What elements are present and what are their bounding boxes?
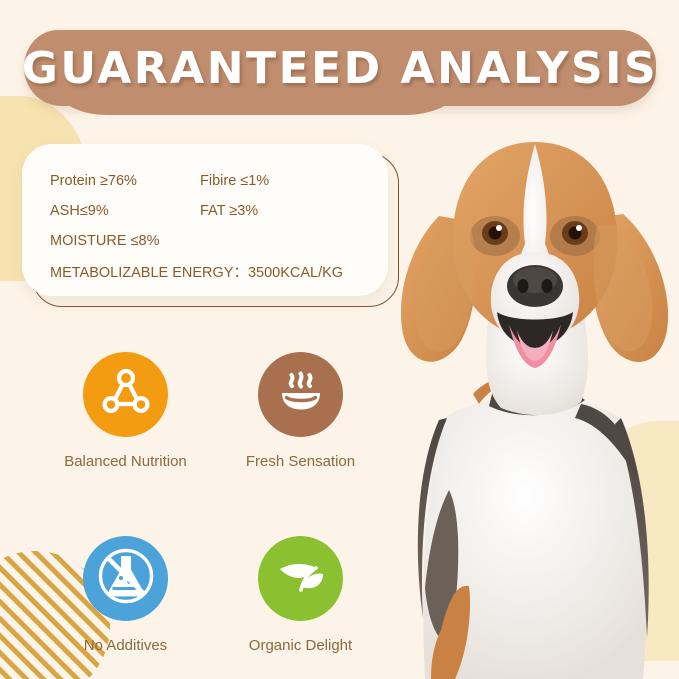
analysis-metabolizable-energy: METABOLIZABLE ENERGY：3500KCAL/KG	[50, 264, 344, 281]
feature-row-gap	[38, 470, 388, 536]
feature-icon-circle	[83, 352, 168, 437]
page-title: GUARANTEED ANALYSIS	[21, 42, 659, 94]
analysis-row: METABOLIZABLE ENERGY：3500KCAL/KG	[22, 256, 388, 286]
feature-icon-circle	[83, 536, 168, 621]
analysis-row: MOISTURE ≤8%	[22, 226, 388, 256]
feature-label: Organic Delight	[248, 637, 353, 654]
molecule-triangle-icon	[99, 365, 153, 424]
feature-row-top: Balanced Nutrition	[38, 352, 388, 470]
feature-icon-circle	[258, 536, 343, 621]
feature-label: Balanced Nutrition	[64, 453, 187, 470]
leaf-sprout-icon	[272, 547, 330, 610]
analysis-fibre: Fibire ≤1%	[200, 173, 270, 189]
feature-grid: Balanced Nutrition	[38, 352, 388, 654]
analysis-row: ASH≤9% FAT ≥3%	[22, 196, 388, 226]
analysis-row: Protein ≥76% Fibire ≤1%	[22, 166, 388, 196]
beagle-dog-photo	[385, 118, 679, 679]
title-banner-shape	[24, 30, 656, 115]
analysis-moisture: MOISTURE ≤8%	[50, 233, 160, 249]
feature-label: No Additives	[83, 637, 168, 654]
analysis-ash: ASH≤9%	[50, 203, 109, 219]
analysis-protein: Protein ≥76%	[50, 173, 137, 189]
feature-no-additives: No Additives	[38, 536, 213, 654]
feature-row-bottom: No Additives Organic Delight	[38, 536, 388, 654]
feature-icon-circle	[258, 352, 343, 437]
analysis-card-content: Protein ≥76% Fibire ≤1% ASH≤9% FAT ≥3% M…	[22, 144, 388, 296]
no-flask-icon	[95, 545, 157, 612]
feature-label: Fresh Sensation	[245, 453, 356, 470]
feature-balanced-nutrition: Balanced Nutrition	[38, 352, 213, 470]
steam-bowl-icon	[273, 364, 329, 425]
analysis-fat: FAT ≥3%	[200, 203, 259, 219]
feature-fresh-sensation: Fresh Sensation	[213, 352, 388, 470]
analysis-card	[22, 144, 388, 296]
feature-organic-delight: Organic Delight	[213, 536, 388, 654]
